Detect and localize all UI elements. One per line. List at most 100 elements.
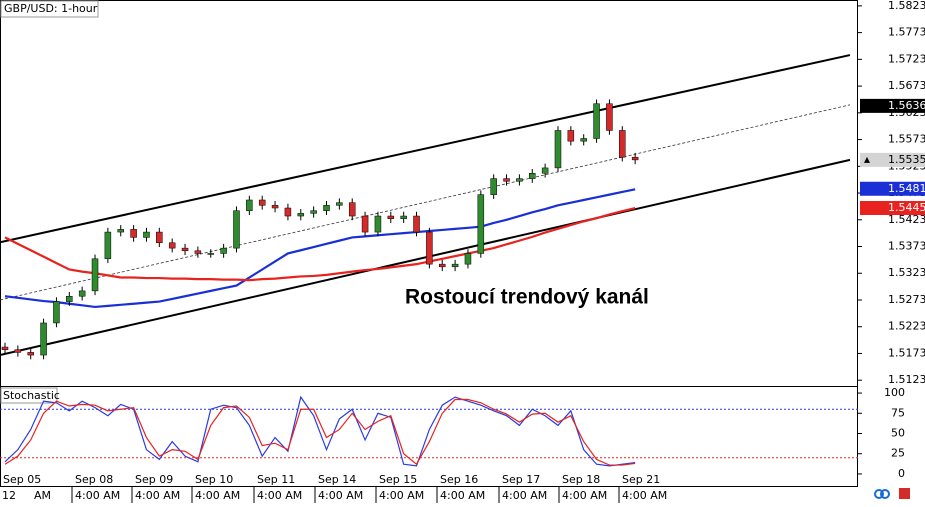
indicator-line (4, 398, 636, 466)
candle-body (336, 202, 343, 206)
y-tick-label: 1.5373 (888, 240, 925, 253)
candle-body (374, 215, 382, 233)
toolbar-icons[interactable] (874, 488, 910, 499)
candle-body (117, 229, 124, 233)
candle-body (130, 229, 137, 238)
candle-body (438, 263, 446, 268)
candle-body (413, 215, 420, 233)
candle-body (27, 352, 34, 356)
candle-body (464, 253, 472, 265)
candle-body (284, 207, 292, 217)
candle-body (258, 199, 266, 206)
x-time-label: 4:00 AM (562, 489, 607, 502)
frame (0, 0, 858, 487)
y-tick-label: 1.5723 (888, 52, 925, 65)
y-tick-label: 1.5573 (888, 133, 925, 146)
candle-body (477, 194, 485, 254)
candle-body (53, 301, 60, 324)
price-label-box (860, 152, 925, 167)
x-date-label: Sep 11 (257, 473, 295, 486)
candle-body (181, 247, 189, 252)
x-date-label: Sep 05 (3, 473, 41, 486)
moving-average (4, 188, 636, 309)
price-label-box (860, 181, 925, 196)
x-time-label: 4:00 AM (135, 489, 180, 502)
x-date-label: Sep 15 (379, 473, 417, 486)
candle-body (361, 215, 369, 233)
candle-body (104, 231, 112, 260)
candle-body (233, 210, 240, 249)
candle-body (156, 231, 163, 244)
price-marker (864, 156, 870, 163)
candle-body (246, 199, 253, 211)
candle-body (194, 250, 202, 254)
indicator-title: Stochastic (3, 389, 60, 402)
candle-body (567, 130, 575, 142)
x-time-label: 4:00 AM (75, 489, 120, 502)
candle-body (554, 130, 562, 169)
y-tick-label: 1.5273 (888, 293, 925, 306)
candle-body (66, 295, 73, 302)
candle-body (1, 346, 9, 350)
y-tick-label: 1.5223 (888, 320, 925, 333)
y-tick-label: 1.5773 (888, 26, 925, 39)
candle-body (426, 231, 433, 265)
price-label: 1.5445 (888, 201, 925, 214)
indicator-tick-label: 75 (891, 406, 905, 419)
indicator-tick-label: 50 (891, 427, 905, 440)
x-time-label: 4:00 AM (257, 489, 302, 502)
candle-body (503, 178, 510, 182)
y-tick-label: 1.5673 (888, 79, 925, 92)
x-time-label: 4:00 AM (379, 489, 424, 502)
moving-average (4, 206, 636, 282)
x-time-label: 4:00 AM (440, 489, 485, 502)
y-tick-label: 1.5173 (888, 346, 925, 359)
candle-body (14, 349, 22, 353)
x-date-label: Sep 08 (75, 473, 113, 486)
x-time-label: 4:00 AM (195, 489, 240, 502)
candle-body (400, 215, 407, 219)
price-label: 1.5535 (888, 153, 925, 166)
candle-body (310, 210, 317, 214)
y-tick-label: 1.5823 (888, 0, 925, 12)
candle-body (580, 138, 587, 142)
x-date-label: Sep 09 (135, 473, 173, 486)
x-time-label: 4:00 AM (622, 489, 667, 502)
indicator-tick-label: 25 (891, 447, 905, 460)
candle-body (143, 231, 150, 238)
chart-title: GBP/USD: 1-hour (4, 2, 98, 15)
indicator-tick-label: 0 (898, 467, 905, 480)
candle-body (297, 213, 305, 217)
candle-body (631, 156, 639, 161)
price-label-box (860, 201, 925, 216)
x-time-label: AM (34, 489, 51, 502)
channel-line (0, 54, 851, 244)
channel-line (0, 104, 851, 301)
x-date-label: Sep 16 (440, 473, 478, 486)
title-box (0, 0, 99, 18)
annotation: Rostoucí trendový kanál (405, 286, 649, 309)
x-date-label: Sep 21 (622, 473, 660, 486)
y-tick-label: 1.5423 (888, 213, 925, 226)
x-time-label: 12 (2, 489, 16, 502)
x-date-label: Sep 10 (195, 473, 233, 486)
candle-body (387, 215, 395, 219)
link-icon[interactable] (880, 489, 890, 499)
x-time-label: 4:00 AM (502, 489, 547, 502)
candle-body (40, 322, 47, 356)
channel-line (0, 158, 851, 357)
candle-body (541, 167, 549, 174)
candle-body (529, 173, 536, 179)
y-tick-label: 1.5323 (888, 266, 925, 279)
candle-body (593, 103, 600, 139)
candle-body (271, 205, 279, 209)
link-icon[interactable] (874, 489, 884, 499)
x-time-label: 4:00 AM (318, 489, 363, 502)
close-icon[interactable] (899, 488, 910, 499)
candle-body (220, 247, 227, 254)
candle-body (451, 263, 459, 268)
candle-body (91, 258, 99, 292)
price-label: 1.5636 (888, 99, 925, 112)
